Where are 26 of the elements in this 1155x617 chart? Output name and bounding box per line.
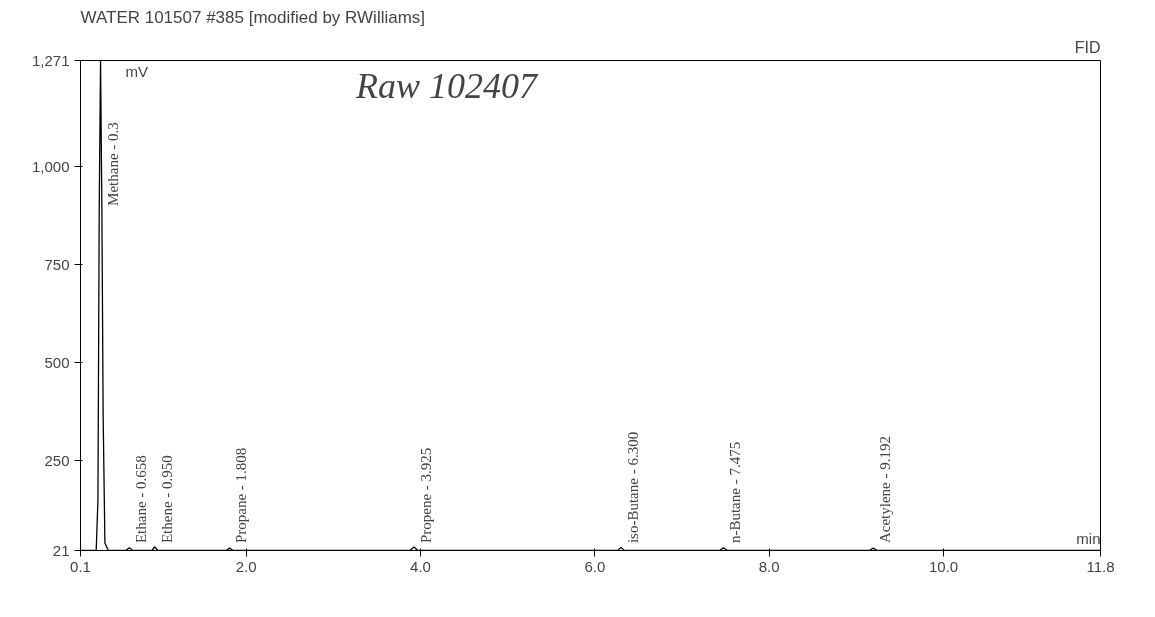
annotation: Raw 102407 xyxy=(354,65,539,106)
annotation: iso-Butane - 6.300 xyxy=(625,431,642,544)
annotation: Ethane - 0.658 xyxy=(133,455,150,544)
annotation: Propene - 3.925 xyxy=(417,447,434,544)
y-tick-label: 500 xyxy=(44,353,70,371)
y-tick-label: 1,271 xyxy=(31,51,70,69)
y-tick-label: 1,000 xyxy=(31,157,70,175)
chart-title: WATER 101507 #385 [modified by RWilliams] xyxy=(80,7,426,27)
annotation: Ethene - 0.950 xyxy=(158,455,175,544)
y-axis-title: mV xyxy=(125,62,148,80)
x-tick-label: 0.1 xyxy=(70,557,91,575)
x-tick-label: 2.0 xyxy=(235,557,257,575)
annotation: n-Butane - 7.475 xyxy=(727,441,744,544)
text: FID xyxy=(1074,38,1101,56)
y-tick-label: 21 xyxy=(52,541,70,559)
x-tick-label: 11.8 xyxy=(1086,557,1115,575)
y-tick-label: 250 xyxy=(44,451,70,469)
x-tick-label: 10.0 xyxy=(928,557,959,575)
annotation: Methane - 0.3 xyxy=(104,122,121,206)
x-axis-title: min xyxy=(1076,529,1101,547)
x-tick-label: 8.0 xyxy=(758,557,780,575)
annotation: Acetylene - 9.192 xyxy=(877,436,894,544)
x-tick-label: 6.0 xyxy=(584,557,606,575)
x-tick-label: 4.0 xyxy=(410,557,431,575)
annotation: Propane - 1.808 xyxy=(233,447,250,544)
y-tick-label: 750 xyxy=(44,255,70,273)
